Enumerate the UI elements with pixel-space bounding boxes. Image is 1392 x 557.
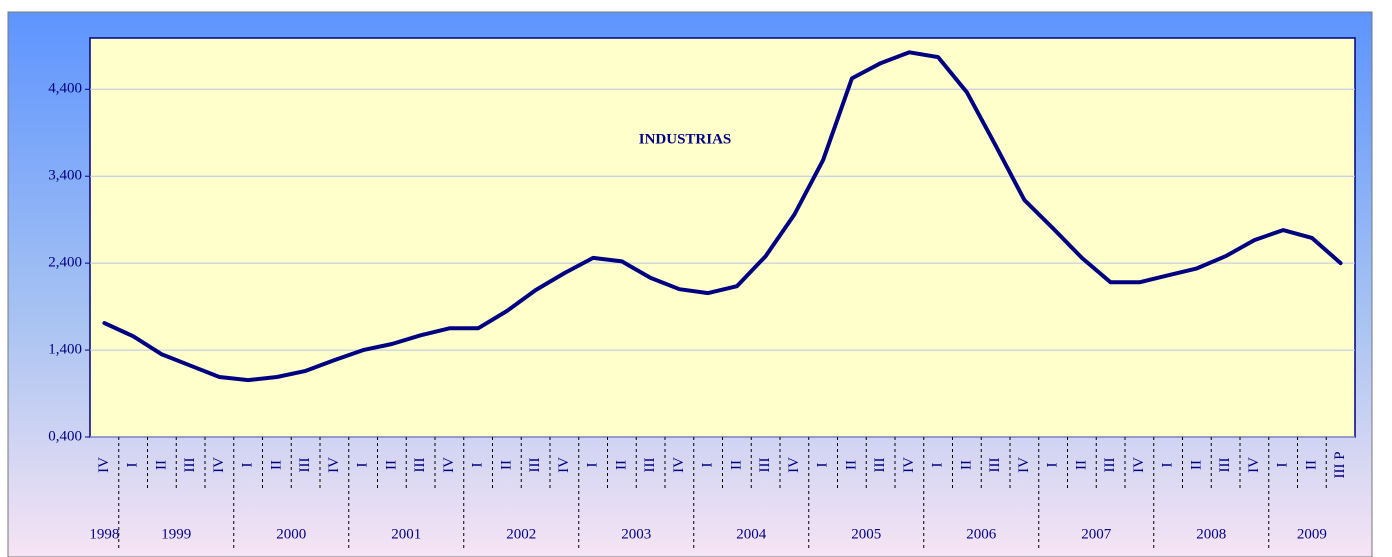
x-tick-label: III: [1102, 458, 1118, 473]
x-group-label: 2004: [736, 526, 767, 542]
x-tick-label: I: [1275, 463, 1291, 468]
x-tick-label: I: [815, 463, 831, 468]
x-tick-label: IV: [1246, 457, 1262, 473]
x-tick-label: III: [642, 458, 658, 473]
x-tick-label: II: [498, 460, 514, 470]
x-tick-label: I: [930, 463, 946, 468]
x-tick-label: IV: [786, 457, 802, 473]
y-tick-label: 0,400: [48, 428, 82, 444]
x-tick-label: IV: [96, 457, 112, 473]
x-tick-label: II: [958, 460, 974, 470]
x-tick-label: III: [527, 458, 543, 473]
x-tick-label: IV: [671, 457, 687, 473]
x-tick-label: II: [728, 460, 744, 470]
x-tick-label: II: [1073, 460, 1089, 470]
x-tick-label: IV: [1016, 457, 1032, 473]
y-tick-label: 4,400: [48, 81, 82, 97]
x-tick-label: III: [412, 458, 428, 473]
x-tick-label: III: [297, 458, 313, 473]
x-tick-label: II: [1303, 460, 1319, 470]
x-group-label: 1998: [89, 526, 119, 542]
x-tick-label: I: [1045, 463, 1061, 468]
x-group-label: 1999: [161, 526, 191, 542]
x-tick-label: I: [1160, 463, 1176, 468]
x-group-label: 2001: [391, 526, 421, 542]
x-tick-label: II: [383, 460, 399, 470]
x-group-label: 2007: [1081, 526, 1112, 542]
x-group-label: 2008: [1196, 526, 1226, 542]
x-tick-label: III: [757, 458, 773, 473]
y-tick-label: 2,400: [48, 255, 82, 271]
x-group-label: 2009: [1297, 526, 1327, 542]
x-tick-label: I: [470, 463, 486, 468]
x-group-label: 2005: [851, 526, 881, 542]
x-tick-label: IV: [441, 457, 457, 473]
chart-title: INDUSTRIAS: [639, 131, 732, 147]
x-tick-label: II: [843, 460, 859, 470]
x-tick-label: IV: [211, 457, 227, 473]
x-tick-label: II: [1188, 460, 1204, 470]
x-tick-label: IV: [326, 457, 342, 473]
y-tick-label: 3,400: [48, 168, 82, 184]
x-tick-label: II: [613, 460, 629, 470]
x-group-label: 2002: [506, 526, 536, 542]
x-tick-label: I: [355, 463, 371, 468]
y-tick-label: 1,400: [48, 342, 82, 358]
series-line: [102, 50, 1343, 383]
x-tick-label: I: [125, 463, 141, 468]
x-tick-label: IV: [556, 457, 572, 473]
x-tick-label: III: [182, 458, 198, 473]
x-tick-label: II: [268, 460, 284, 470]
x-group-label: 2006: [966, 526, 997, 542]
x-tick-label: I: [700, 463, 716, 468]
x-tick-label: III: [1217, 458, 1233, 473]
x-group-label: 2000: [276, 526, 306, 542]
x-tick-label: III: [987, 458, 1003, 473]
x-tick-label: II: [153, 460, 169, 470]
x-tick-label: III: [872, 458, 888, 473]
x-tick-label: I: [585, 463, 601, 468]
x-tick-label: III P: [1332, 451, 1348, 478]
x-group-label: 2003: [621, 526, 651, 542]
x-tick-label: IV: [1131, 457, 1147, 473]
x-tick-label: IV: [901, 457, 917, 473]
x-tick-label: I: [240, 463, 256, 468]
